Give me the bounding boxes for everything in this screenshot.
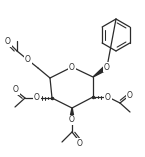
Text: O: O [13,86,19,95]
Text: O: O [77,138,83,147]
Text: O: O [127,90,133,100]
Text: O: O [105,92,111,101]
Text: O: O [5,38,11,46]
Text: O: O [69,116,75,125]
Text: O: O [104,62,110,71]
Text: O: O [34,94,40,103]
Polygon shape [69,108,75,120]
Polygon shape [93,65,108,77]
Text: O: O [25,56,31,65]
Text: O: O [69,62,75,71]
